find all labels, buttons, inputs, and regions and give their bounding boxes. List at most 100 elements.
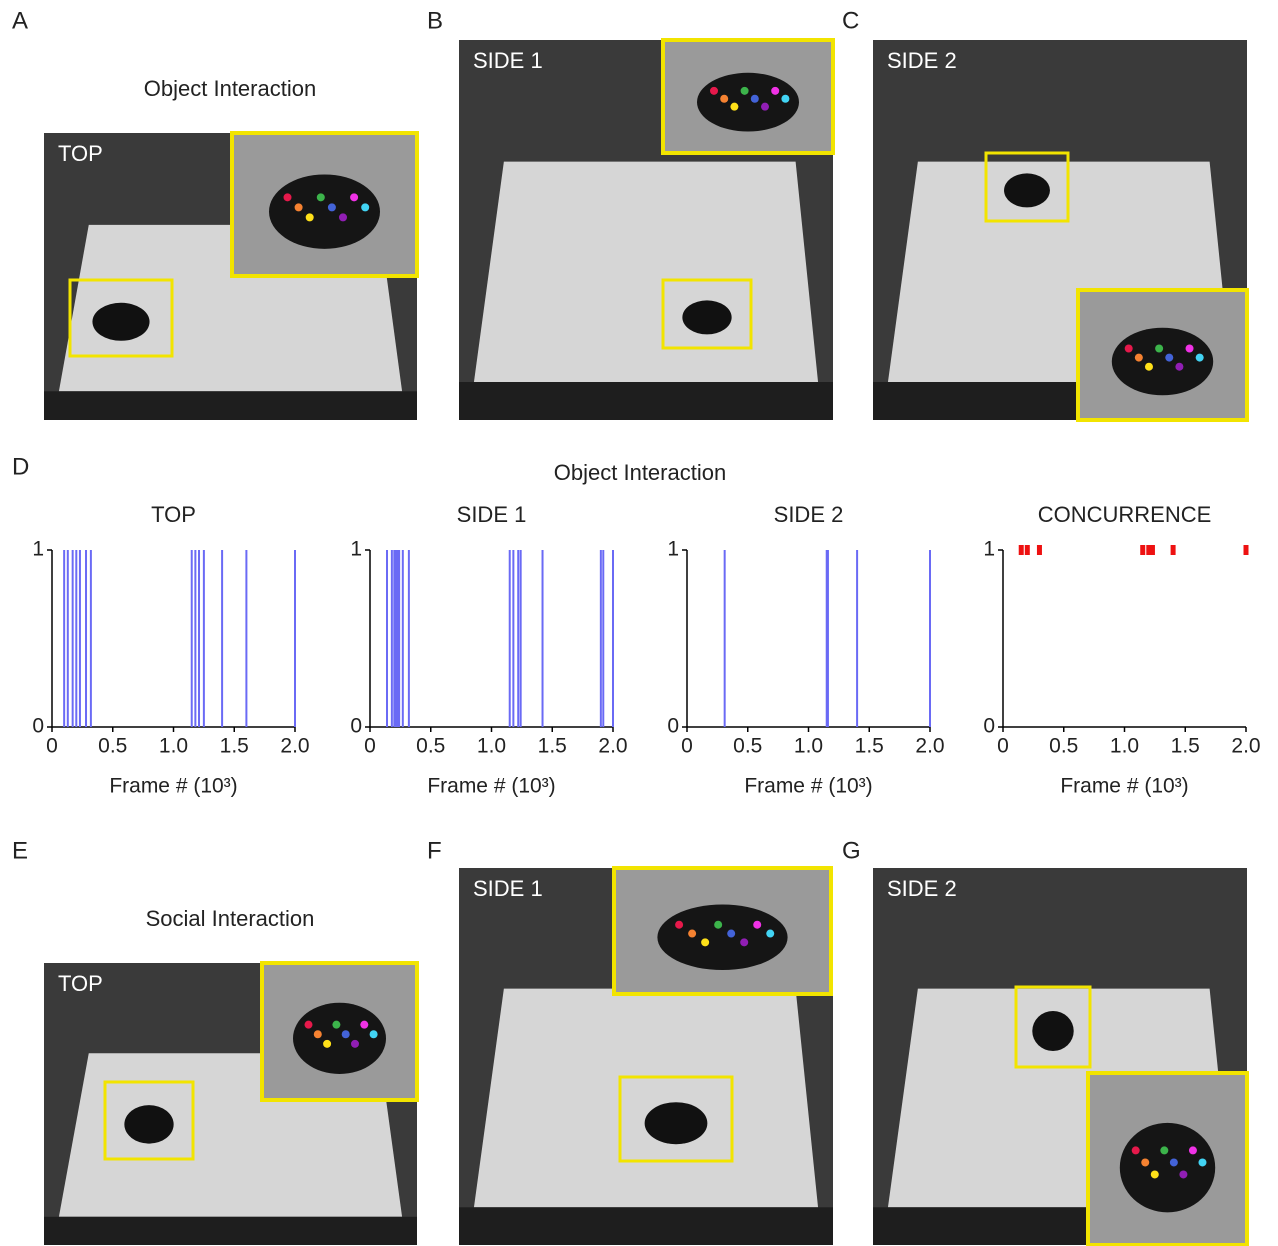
x-tick-label: 1.5 xyxy=(220,735,249,758)
keypoint xyxy=(701,938,709,946)
keypoint xyxy=(675,921,683,929)
panel-letter: C xyxy=(842,7,859,34)
x-tick-label: 0.5 xyxy=(98,735,127,758)
panel-letter: A xyxy=(12,7,28,34)
keypoint xyxy=(314,1030,322,1038)
keypoint xyxy=(751,95,759,103)
animal xyxy=(657,905,787,971)
x-tick-label: 0.5 xyxy=(733,735,762,758)
keypoint xyxy=(1160,1146,1168,1154)
keypoint xyxy=(339,213,347,221)
event-marker xyxy=(1037,545,1042,555)
y-tick-label: 0 xyxy=(667,715,679,738)
y-tick-label: 1 xyxy=(32,538,44,561)
x-tick-label: 0 xyxy=(997,735,1009,758)
keypoint xyxy=(1165,354,1173,362)
keypoint xyxy=(323,1040,331,1048)
arena-floor xyxy=(474,162,818,382)
view-label: TOP xyxy=(58,141,103,166)
x-tick-label: 1.5 xyxy=(855,735,884,758)
keypoint xyxy=(332,1021,340,1029)
keypoint xyxy=(1125,345,1133,353)
x-tick-label: 1.0 xyxy=(794,735,823,758)
view-label: SIDE 2 xyxy=(887,48,957,73)
animal xyxy=(1004,173,1050,207)
view-label: SIDE 2 xyxy=(887,876,957,901)
keypoint xyxy=(771,87,779,95)
panel-letter: G xyxy=(842,837,861,864)
keypoint xyxy=(1189,1146,1197,1154)
x-tick-label: 2.0 xyxy=(915,735,944,758)
panel-heading: Object Interaction xyxy=(144,76,316,101)
keypoint xyxy=(1135,354,1143,362)
figure: D Object Interaction AObject Interaction… xyxy=(0,0,1278,1246)
x-tick-label: 0 xyxy=(46,735,58,758)
animal xyxy=(1120,1123,1215,1212)
x-tick-label: 2.0 xyxy=(1231,735,1260,758)
chart-title: SIDE 2 xyxy=(774,502,844,527)
event-marker xyxy=(1244,545,1249,555)
x-tick-label: 0.5 xyxy=(1049,735,1078,758)
keypoint xyxy=(753,921,761,929)
keypoint xyxy=(1186,345,1194,353)
x-tick-label: 1.0 xyxy=(159,735,188,758)
x-axis-label: Frame # (10³) xyxy=(109,775,237,798)
x-tick-label: 1.5 xyxy=(538,735,567,758)
keypoint xyxy=(305,1021,313,1029)
view-label: TOP xyxy=(58,971,103,996)
panel-letter: B xyxy=(427,7,443,34)
y-tick-label: 0 xyxy=(983,715,995,738)
keypoint xyxy=(761,103,769,111)
x-tick-label: 2.0 xyxy=(280,735,309,758)
x-tick-label: 1.5 xyxy=(1171,735,1200,758)
keypoint xyxy=(740,938,748,946)
chart-title: CONCURRENCE xyxy=(1038,502,1212,527)
keypoint xyxy=(1196,354,1204,362)
keypoint xyxy=(720,95,728,103)
panel-heading: Social Interaction xyxy=(146,906,315,931)
keypoint xyxy=(1179,1170,1187,1178)
keypoint xyxy=(727,930,735,938)
animal xyxy=(645,1102,708,1144)
arena-edge xyxy=(44,1217,417,1245)
view-label: SIDE 1 xyxy=(473,876,543,901)
keypoint xyxy=(1141,1158,1149,1166)
y-tick-label: 1 xyxy=(667,538,679,561)
keypoint xyxy=(361,203,369,211)
keypoint xyxy=(688,930,696,938)
panel-letter: E xyxy=(12,837,28,864)
event-marker xyxy=(1171,545,1176,555)
keypoint xyxy=(730,103,738,111)
animal xyxy=(1032,1011,1073,1051)
event-marker xyxy=(1150,545,1155,555)
keypoint xyxy=(714,921,722,929)
x-tick-label: 2.0 xyxy=(598,735,627,758)
y-tick-label: 0 xyxy=(350,715,362,738)
event-marker xyxy=(1019,545,1024,555)
x-tick-label: 0.5 xyxy=(416,735,445,758)
chart-title: TOP xyxy=(151,502,196,527)
keypoint xyxy=(1198,1158,1206,1166)
keypoint xyxy=(1145,363,1153,371)
arena-floor xyxy=(474,989,818,1208)
animal xyxy=(1112,328,1213,396)
x-tick-label: 1.0 xyxy=(1110,735,1139,758)
animal xyxy=(124,1105,173,1144)
y-tick-label: 1 xyxy=(350,538,362,561)
x-axis-label: Frame # (10³) xyxy=(1060,775,1188,798)
panel-title: Object Interaction xyxy=(554,460,726,485)
animal xyxy=(682,300,731,334)
chart-title: SIDE 1 xyxy=(457,502,527,527)
arena-edge xyxy=(459,1207,833,1245)
arena-edge xyxy=(459,382,833,420)
keypoint xyxy=(295,203,303,211)
event-marker xyxy=(1140,545,1145,555)
keypoint xyxy=(317,193,325,201)
x-axis-label: Frame # (10³) xyxy=(744,775,872,798)
keypoint xyxy=(781,95,789,103)
animal xyxy=(293,1003,386,1074)
panel-letter: F xyxy=(427,837,442,864)
x-tick-label: 0 xyxy=(364,735,376,758)
x-axis-label: Frame # (10³) xyxy=(427,775,555,798)
keypoint xyxy=(710,87,718,95)
